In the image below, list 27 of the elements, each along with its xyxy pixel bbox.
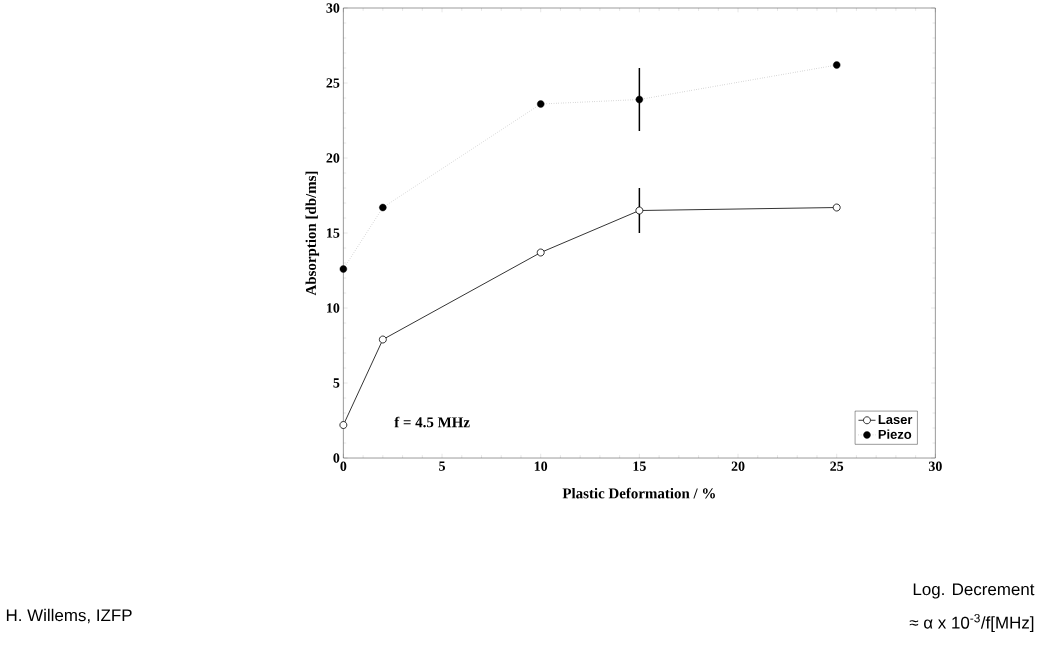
annotation: f = 4.5 MHz (394, 416, 470, 428)
x-tick-label: 10 (534, 461, 548, 471)
text: ≈ α x 10$^{-3}$/f[MHz] (909, 613, 1034, 633)
y-tick-label: 10 (327, 303, 340, 313)
x-tick-label: 0 (340, 461, 347, 471)
y-tick-label: 25 (326, 78, 340, 88)
y-axis-title: Absorption [db/ms] (305, 171, 320, 296)
point (339, 265, 348, 273)
text: H. Willems, IZFP (6, 608, 132, 624)
y-tick-label: 30 (326, 3, 340, 13)
point (378, 335, 387, 344)
legend-label: Laser (878, 415, 913, 425)
x-tick-label: 15 (633, 461, 646, 471)
x-tick-label: 5 (439, 461, 446, 471)
point (635, 206, 644, 215)
text: Log. Decrement (913, 583, 1035, 599)
y-tick-label: 20 (326, 153, 340, 163)
legend-label: Piezo (878, 429, 912, 439)
y-tick-label: 15 (327, 228, 340, 238)
point (635, 95, 644, 104)
x-tick-label: 20 (731, 461, 745, 471)
point (339, 421, 348, 429)
y-tick-label: 5 (333, 378, 340, 388)
x-tick-label: 30 (928, 461, 942, 471)
y-tick-label: 0 (333, 453, 340, 463)
x-axis-title: Plastic Deformation / % (562, 487, 715, 499)
x-tick-label: 25 (830, 461, 844, 471)
